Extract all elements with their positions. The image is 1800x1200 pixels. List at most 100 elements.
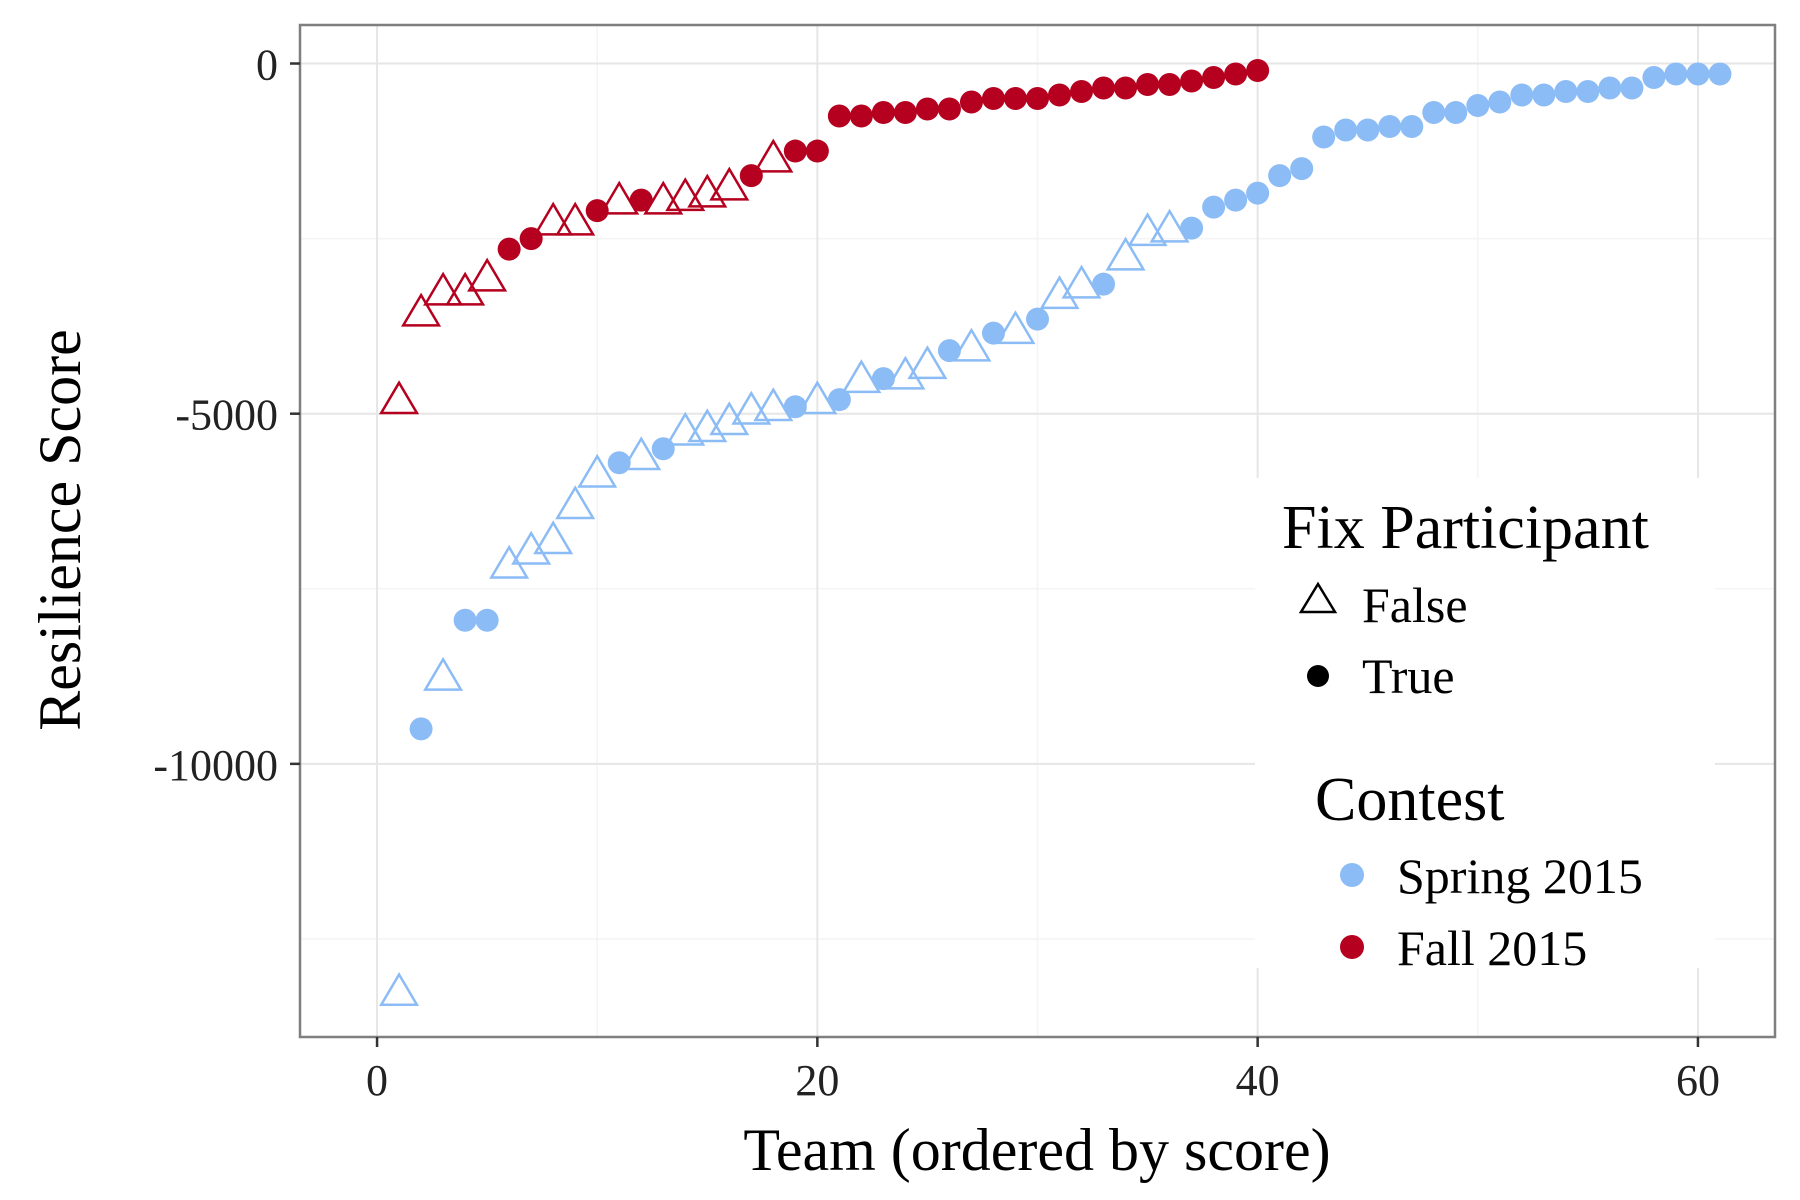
point-spring-2015 — [1356, 118, 1380, 142]
point-spring-2015 — [995, 310, 1036, 345]
point-fall-2015 — [1092, 76, 1116, 100]
y-tick-label: 0 — [256, 41, 278, 90]
point-fall-2015 — [1003, 87, 1027, 111]
y-axis-title: Resilience Score — [27, 329, 93, 731]
point-spring-2015 — [1642, 66, 1666, 90]
point-fall-2015 — [1202, 66, 1226, 90]
point-fall-2015 — [937, 97, 961, 121]
point-spring-2015 — [1488, 90, 1512, 114]
point-spring-2015 — [1422, 101, 1446, 125]
x-tick-label: 40 — [1236, 1056, 1280, 1105]
point-spring-2015 — [1149, 208, 1190, 243]
x-axis-title: Team (ordered by score) — [743, 1117, 1330, 1183]
legend-circle-filled-marker — [1307, 665, 1329, 687]
point-spring-2015 — [1312, 125, 1336, 149]
point-fall-2015 — [467, 257, 508, 292]
plot-border — [298, 23, 1777, 1039]
point-fall-2015 — [959, 90, 983, 114]
point-spring-2015 — [871, 367, 895, 391]
point-spring-2015 — [453, 608, 477, 632]
point-spring-2015 — [797, 380, 838, 415]
point-spring-2015 — [951, 327, 992, 362]
data-points — [379, 59, 1732, 1006]
point-spring-2015 — [1061, 264, 1102, 299]
point-fall-2015 — [401, 292, 442, 327]
point-fall-2015 — [981, 87, 1005, 111]
point-spring-2015 — [511, 530, 552, 565]
point-spring-2015 — [907, 345, 948, 380]
x-tick-label: 0 — [366, 1056, 388, 1105]
point-spring-2015 — [1554, 80, 1578, 104]
point-spring-2015 — [1686, 62, 1710, 86]
point-fall-2015 — [1114, 76, 1138, 100]
point-spring-2015 — [841, 359, 882, 394]
legend-label-true: True — [1362, 648, 1455, 704]
point-fall-2015 — [533, 201, 574, 236]
point-spring-2015 — [937, 339, 961, 363]
point-fall-2015 — [783, 139, 807, 163]
point-spring-2015 — [1246, 181, 1270, 205]
legend-title-contest: Contest — [1315, 766, 1504, 834]
point-spring-2015 — [1127, 212, 1168, 247]
point-spring-2015 — [1180, 216, 1204, 240]
y-tick-label: -5000 — [175, 391, 278, 440]
point-spring-2015 — [409, 717, 433, 741]
point-spring-2015 — [1026, 307, 1049, 331]
point-spring-2015 — [1444, 101, 1468, 125]
point-fall-2015 — [849, 104, 873, 128]
x-tick-label: 20 — [795, 1056, 839, 1105]
point-spring-2015 — [827, 388, 851, 412]
point-fall-2015 — [1180, 69, 1204, 93]
point-spring-2015 — [1378, 115, 1402, 139]
point-spring-2015 — [379, 972, 420, 1006]
point-spring-2015 — [1224, 188, 1248, 212]
axis-ticks — [290, 62, 1700, 1047]
point-spring-2015 — [1664, 62, 1688, 86]
point-spring-2015 — [1202, 195, 1226, 219]
point-spring-2015 — [665, 411, 706, 446]
x-tick-label: 60 — [1676, 1056, 1720, 1105]
point-fall-2015 — [1136, 73, 1160, 97]
point-spring-2015 — [731, 390, 772, 425]
point-spring-2015 — [475, 608, 499, 632]
point-fall-2015 — [871, 101, 895, 125]
point-spring-2015 — [555, 485, 596, 520]
point-fall-2015 — [599, 180, 640, 215]
point-spring-2015 — [1598, 76, 1622, 100]
point-spring-2015 — [1532, 83, 1556, 107]
y-tick-label: -10000 — [153, 741, 278, 790]
point-fall-2015 — [753, 138, 794, 173]
point-fall-2015 — [893, 101, 917, 125]
point-fall-2015 — [1158, 73, 1182, 97]
point-spring-2015 — [651, 437, 675, 461]
legend-label-false: False — [1362, 577, 1468, 633]
point-spring-2015 — [1576, 80, 1600, 104]
point-spring-2015 — [1290, 157, 1314, 181]
legend-swatch-fall-2015 — [1340, 935, 1364, 959]
legend-label-spring-2015: Spring 2015 — [1397, 848, 1643, 904]
point-spring-2015 — [423, 656, 464, 691]
point-spring-2015 — [533, 520, 574, 555]
point-fall-2015 — [665, 177, 706, 212]
legend-swatch-spring-2015 — [1340, 863, 1364, 887]
point-fall-2015 — [629, 188, 653, 212]
point-fall-2015 — [1070, 80, 1094, 104]
point-fall-2015 — [497, 237, 521, 261]
legend-background — [1255, 478, 1715, 968]
point-fall-2015 — [1246, 59, 1270, 83]
point-fall-2015 — [709, 166, 750, 201]
point-fall-2015 — [585, 199, 609, 223]
point-spring-2015 — [1334, 118, 1358, 142]
legend: Fix Participant False True Contest Sprin… — [1282, 494, 1649, 976]
point-spring-2015 — [981, 321, 1005, 345]
point-spring-2015 — [621, 436, 662, 471]
point-spring-2015 — [577, 453, 618, 488]
point-spring-2015 — [1708, 62, 1732, 86]
point-spring-2015 — [1466, 94, 1490, 118]
point-fall-2015 — [739, 164, 763, 188]
point-spring-2015 — [1268, 164, 1292, 188]
point-fall-2015 — [519, 227, 543, 251]
point-fall-2015 — [827, 104, 851, 128]
point-spring-2015 — [1039, 275, 1080, 310]
